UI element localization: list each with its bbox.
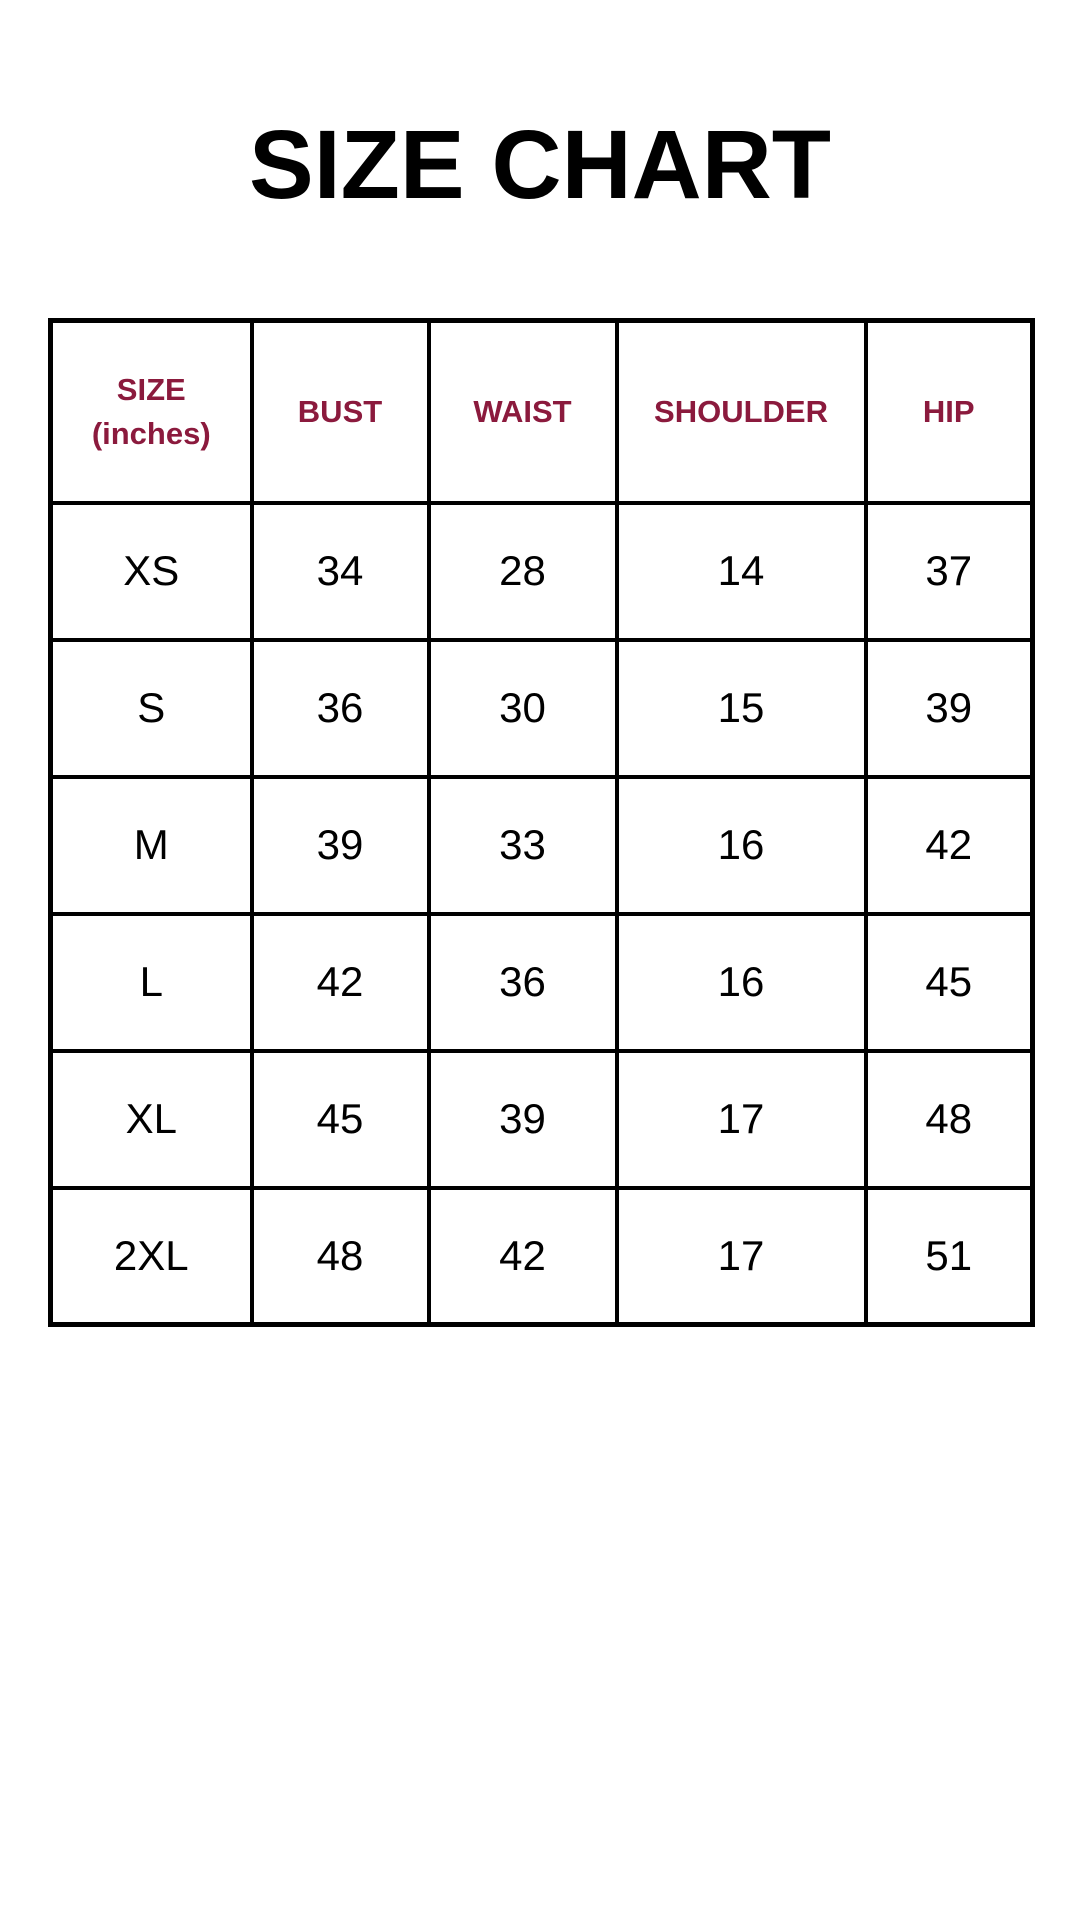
cell-waist: 28 [426, 500, 619, 642]
cell-shoulder: 16 [614, 774, 868, 916]
cell-waist: 39 [426, 1048, 619, 1190]
size-chart-table: SIZE (inches) BUST WAIST SHOULDER HIP XS… [48, 318, 1035, 1327]
cell-waist: 33 [426, 774, 619, 916]
cell-shoulder: 17 [614, 1185, 868, 1327]
cell-waist: 42 [426, 1185, 619, 1327]
header-hip: HIP [863, 318, 1035, 505]
header-waist: WAIST [426, 318, 619, 505]
cell-hip: 45 [863, 911, 1035, 1053]
cell-bust: 48 [249, 1185, 431, 1327]
cell-waist: 36 [426, 911, 619, 1053]
cell-hip: 48 [863, 1048, 1035, 1190]
cell-bust: 34 [249, 500, 431, 642]
cell-size: M [48, 774, 254, 916]
table-row-m: M 39 33 16 42 [48, 774, 1035, 916]
cell-shoulder: 16 [614, 911, 868, 1053]
cell-hip: 37 [863, 500, 1035, 642]
header-bust: BUST [249, 318, 431, 505]
cell-hip: 51 [863, 1185, 1035, 1327]
cell-size: S [48, 637, 254, 779]
cell-shoulder: 15 [614, 637, 868, 779]
cell-size: 2XL [48, 1185, 254, 1327]
header-size-label: SIZE [116, 372, 186, 408]
table-row-l: L 42 36 16 45 [48, 911, 1035, 1053]
table-row-xl: XL 45 39 17 48 [48, 1048, 1035, 1190]
cell-size: XS [48, 500, 254, 642]
cell-shoulder: 17 [614, 1048, 868, 1190]
cell-size: L [48, 911, 254, 1053]
table-row-s: S 36 30 15 39 [48, 637, 1035, 779]
page-title: SIZE CHART [249, 110, 831, 219]
cell-waist: 30 [426, 637, 619, 779]
cell-shoulder: 14 [614, 500, 868, 642]
table-row-2xl: 2XL 48 42 17 51 [48, 1185, 1035, 1327]
cell-bust: 45 [249, 1048, 431, 1190]
cell-bust: 36 [249, 637, 431, 779]
cell-hip: 39 [863, 637, 1035, 779]
header-size-unit: (inches) [91, 415, 211, 451]
header-row: SIZE (inches) BUST WAIST SHOULDER HIP [48, 318, 1035, 505]
cell-hip: 42 [863, 774, 1035, 916]
cell-bust: 42 [249, 911, 431, 1053]
table-row-xs: XS 34 28 14 37 [48, 500, 1035, 642]
cell-bust: 39 [249, 774, 431, 916]
header-size: SIZE (inches) [48, 318, 254, 505]
header-shoulder: SHOULDER [614, 318, 868, 505]
cell-size: XL [48, 1048, 254, 1190]
